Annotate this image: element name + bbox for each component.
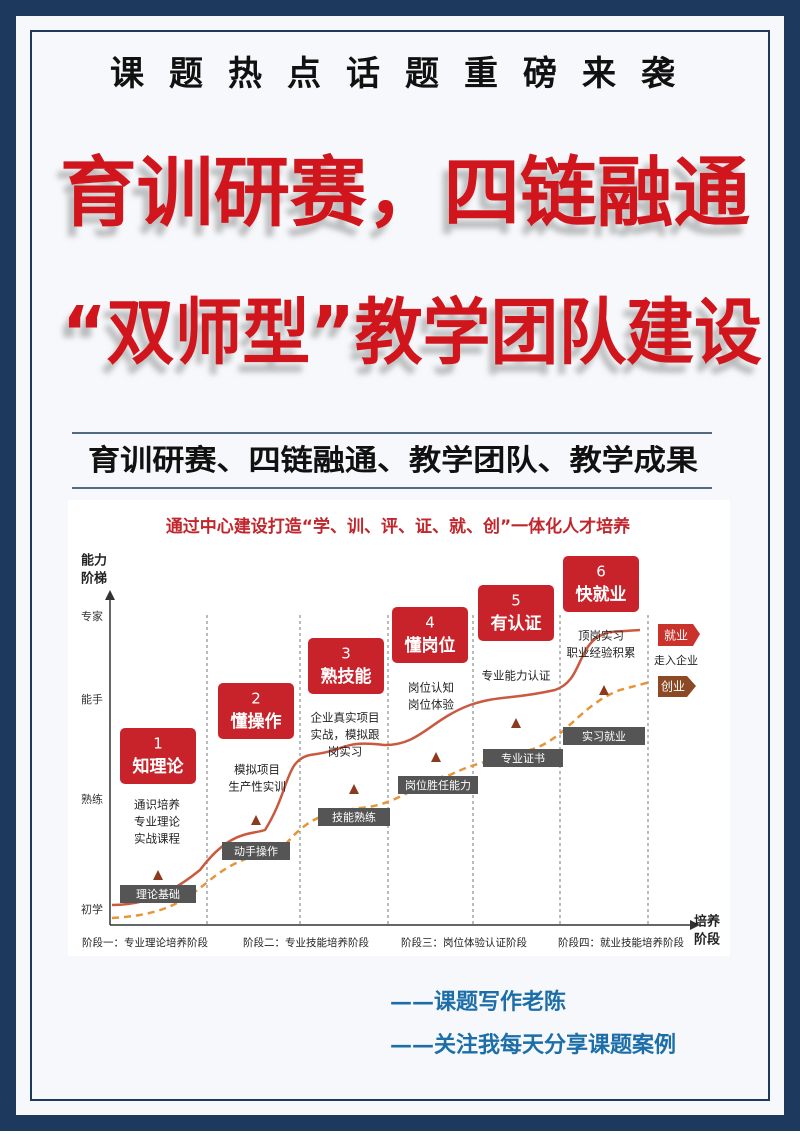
- exit-arrow: [658, 676, 696, 697]
- marker: [431, 752, 441, 762]
- step-label: 懂岗位: [405, 635, 456, 656]
- title-line: “双师型”教学团队建设: [62, 291, 762, 375]
- step-detail: 专业能力认证: [482, 669, 551, 683]
- outcome-bar: [398, 776, 478, 794]
- footer-line: ——课题写作老陈: [390, 989, 566, 1015]
- marker: [349, 784, 359, 794]
- step-detail: 通识培养: [134, 798, 180, 812]
- exit-label: 就业: [664, 629, 688, 643]
- title-line: 育训研赛，四链融通: [60, 148, 750, 237]
- step-detail: 企业真实项目: [311, 711, 380, 725]
- marker: [251, 815, 261, 825]
- growth-curve: [111, 628, 641, 907]
- step-box: [308, 638, 384, 694]
- step-detail: 岗位体验: [408, 698, 454, 712]
- stage-label: 阶段四：就业技能培养阶段: [558, 936, 684, 949]
- step-detail: 实战课程: [134, 832, 180, 846]
- kicker: 课题热点话题重磅来袭: [110, 54, 700, 94]
- step-detail: 岗位认知: [408, 681, 454, 695]
- x-axis-label: 培养: [694, 914, 721, 930]
- outcome-bar: [483, 749, 563, 767]
- step-number: 1: [153, 735, 163, 753]
- step-detail: 专业理论: [134, 815, 180, 829]
- marker: [599, 685, 609, 695]
- exit-arrow: [658, 624, 700, 646]
- outcome-label: 理论基础: [136, 887, 180, 901]
- level-label: 专家: [81, 609, 103, 623]
- inner-border: [30, 30, 770, 1101]
- stage-dividers: [206, 615, 649, 925]
- step-detail: 模拟项目: [234, 763, 280, 777]
- outcome-bar: [318, 808, 390, 826]
- step-number: 2: [251, 690, 261, 708]
- footer-line: ——关注我每天分享课题案例: [390, 1032, 676, 1058]
- step-number: 5: [511, 592, 521, 610]
- arrowhead: [105, 590, 115, 600]
- arrowhead: [690, 920, 700, 930]
- marker: [153, 870, 163, 880]
- step-box: [218, 683, 294, 739]
- outcome-label: 实习就业: [582, 729, 626, 743]
- level-label: 能手: [81, 692, 103, 706]
- outcome-label: 技能熟练: [332, 810, 376, 824]
- step-box: [120, 728, 196, 784]
- outcome-label: 动手操作: [234, 844, 278, 858]
- stage-label: 阶段一：专业理论培养阶段: [82, 936, 208, 949]
- outcome-label: 岗位胜任能力: [405, 778, 471, 792]
- level-label: 熟练: [81, 792, 103, 806]
- step-detail: 职业经验积累: [567, 646, 636, 660]
- step-detail: 岗实习: [328, 745, 363, 759]
- y-axis-label: 能力: [81, 553, 107, 569]
- level-label: 初学: [81, 902, 103, 916]
- step-label: 懂操作: [231, 711, 282, 732]
- step-box: [392, 607, 468, 663]
- step-number: 6: [596, 563, 606, 581]
- stage-label: 阶段三：岗位体验认证阶段: [401, 936, 527, 949]
- exit-label: 创业: [661, 680, 685, 694]
- x-axis-label: 阶段: [694, 932, 720, 948]
- y-axis-label: 阶梯: [81, 571, 107, 587]
- step-detail: 实战，模拟跟: [311, 728, 380, 742]
- subtitle: 育训研赛、四链融通、教学团队、教学成果: [88, 443, 698, 477]
- step-label: 有认证: [491, 613, 542, 634]
- exit-note: 走入企业: [654, 653, 698, 667]
- step-detail: 顶岗实习: [578, 629, 624, 643]
- step-label: 知理论: [132, 756, 185, 777]
- outcome-label: 专业证书: [501, 751, 545, 765]
- step-number: 4: [425, 614, 435, 632]
- step-label: 快就业: [576, 584, 627, 605]
- dashed-curve: [111, 680, 651, 920]
- outcome-bar: [222, 842, 290, 860]
- step-box: [563, 556, 639, 612]
- stage-label: 阶段二：专业技能培养阶段: [243, 936, 369, 949]
- outcome-bar: [120, 885, 196, 903]
- step-box: [478, 585, 554, 641]
- diagram-title: 通过中心建设打造“学、训、评、证、就、创”一体化人才培养: [166, 516, 631, 537]
- step-label: 熟技能: [321, 666, 372, 687]
- step-detail: 生产性实训: [228, 780, 286, 794]
- step-number: 3: [341, 645, 351, 663]
- marker: [511, 718, 521, 728]
- outcome-bar: [563, 727, 645, 745]
